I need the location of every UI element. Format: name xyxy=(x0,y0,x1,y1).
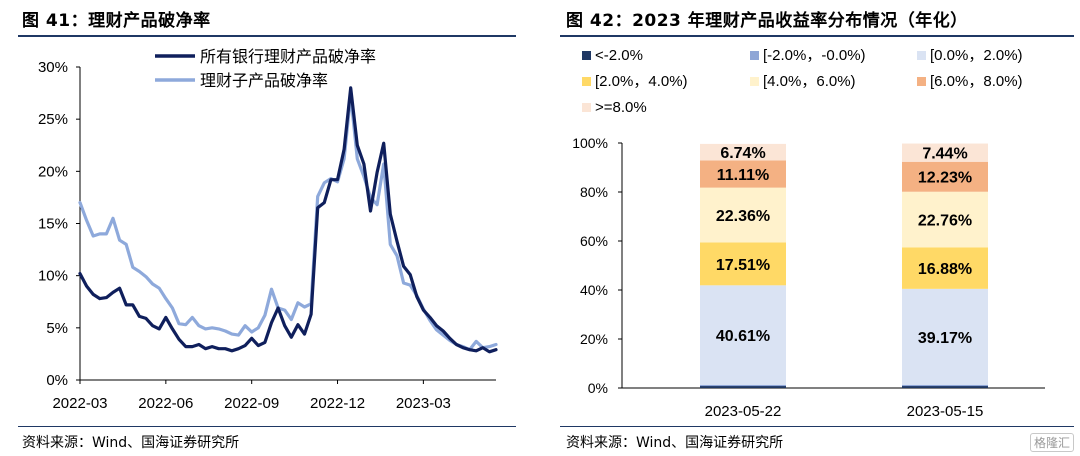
y-tick-label: 40% xyxy=(580,282,608,298)
x-tick-label: 2022-03 xyxy=(52,395,107,412)
bar-segment xyxy=(700,384,786,387)
bar-segment xyxy=(902,143,988,162)
legend-label: [-2.0%，-0.0%) xyxy=(763,47,866,64)
stacked-bar-chart: <-2.0% [-2.0%，-0.0%) [0.0%，2.0%) [2.0%，4.0%… xyxy=(572,47,1045,420)
legend-swatch xyxy=(750,77,759,86)
x-tick-label: 2023-03 xyxy=(396,395,451,412)
legend-label: 理财子产品破净率 xyxy=(200,72,328,90)
legend-swatch xyxy=(582,103,591,112)
bar-segment xyxy=(700,143,786,161)
x-tick-label: 2022-06 xyxy=(138,395,193,412)
y-tick-label: 25% xyxy=(38,111,68,128)
legend-swatch xyxy=(917,51,926,60)
x-tick-label: 2022-12 xyxy=(310,395,365,412)
left-source-note: 资料来源：Wind、国海证券研究所 xyxy=(22,435,240,451)
bar-segment xyxy=(700,285,786,385)
legend-label: [0.0%，2.0%) xyxy=(930,47,1023,64)
x-tick-label: 2022-09 xyxy=(224,395,279,412)
data-label: 16.88% xyxy=(918,261,972,278)
series-line-all-banks xyxy=(78,86,498,354)
bar-segment xyxy=(700,160,786,188)
bar-segment xyxy=(902,161,988,192)
left-footer-rule xyxy=(18,426,516,427)
data-label: 22.36% xyxy=(716,208,770,225)
right-title-rule xyxy=(560,35,1074,37)
line-chart: 0% 5% 10% 15% 20% 25% 30% 2022-03 2022-06 2022-09… xyxy=(38,48,498,412)
bar-segment xyxy=(902,386,988,388)
bar-segment xyxy=(700,242,786,286)
y-tick-label: 30% xyxy=(38,59,68,76)
y-tick-label: 0% xyxy=(46,372,68,389)
series-line-wealth-subsidiaries xyxy=(78,93,498,352)
right-footer-rule xyxy=(560,426,1074,427)
data-label: 12.23% xyxy=(918,170,972,187)
data-label: 17.51% xyxy=(716,257,770,274)
data-label: 11.11% xyxy=(717,167,770,184)
bar-segment xyxy=(700,187,786,243)
left-chart-title: 图 41：理财产品破净率 xyxy=(22,11,211,31)
y-tick-label: 5% xyxy=(46,320,68,337)
data-label: 6.74% xyxy=(720,145,765,162)
x-tick-label: 2023-05-15 xyxy=(907,403,984,420)
bar-segment xyxy=(902,247,988,289)
right-chart-title: 图 42：2023 年理财产品收益率分布情况（年化） xyxy=(566,11,968,31)
y-tick-label: 20% xyxy=(580,331,608,347)
y-tick-label: 0% xyxy=(588,380,608,396)
legend-label: [6.0%，8.0%) xyxy=(930,73,1023,90)
legend-swatch xyxy=(750,51,759,60)
legend-label: <-2.0% xyxy=(595,47,643,64)
y-tick-label: 100% xyxy=(572,135,608,151)
bar-segment xyxy=(902,288,988,385)
legend-swatch xyxy=(582,51,591,60)
y-tick-label: 15% xyxy=(38,216,68,233)
watermark-logo: 格隆汇 xyxy=(1029,433,1074,452)
bar-segment xyxy=(700,386,786,388)
legend-swatch xyxy=(917,77,926,86)
data-label: 7.44% xyxy=(922,146,967,163)
bar-segment xyxy=(902,384,988,387)
left-title-rule xyxy=(18,35,516,37)
x-tick-label: 2023-05-22 xyxy=(705,403,782,420)
data-label: 39.17% xyxy=(918,330,972,347)
right-source-note: 资料来源：Wind、国海证券研究所 xyxy=(566,435,784,451)
legend-label: 所有银行理财产品破净率 xyxy=(200,48,376,66)
y-tick-label: 20% xyxy=(38,163,68,180)
y-tick-label: 80% xyxy=(580,184,608,200)
y-tick-label: 60% xyxy=(580,233,608,249)
legend-swatch xyxy=(582,77,591,86)
y-tick-label: 10% xyxy=(38,268,68,285)
data-label: 22.76% xyxy=(918,213,972,230)
data-label: 40.61% xyxy=(716,328,770,345)
legend-label: >=8.0% xyxy=(595,99,647,116)
bar-segment xyxy=(902,191,988,248)
legend-label: [4.0%，6.0%) xyxy=(763,73,856,90)
legend-label: [2.0%，4.0%) xyxy=(595,73,688,90)
